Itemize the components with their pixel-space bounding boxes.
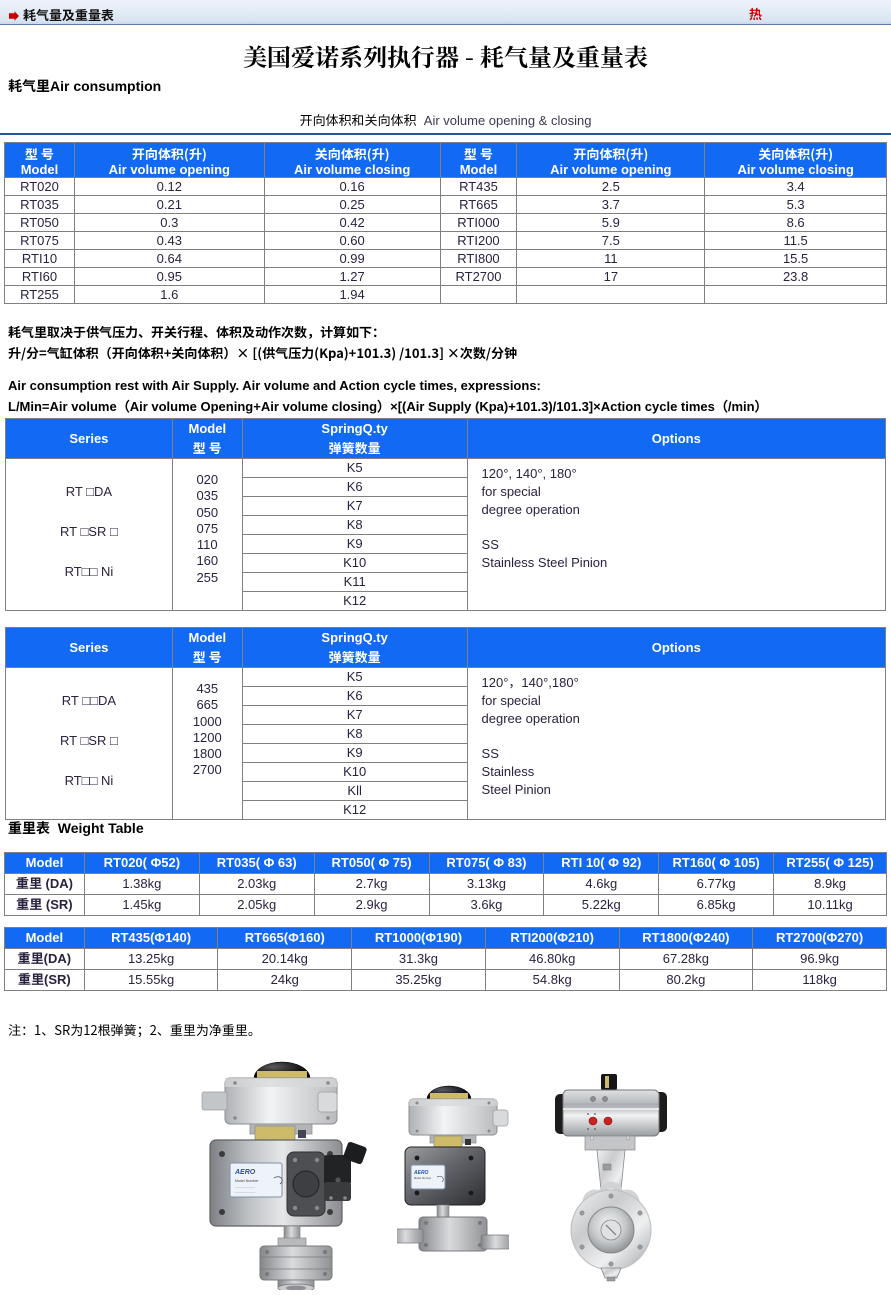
svg-text:AERO: AERO — [234, 1169, 256, 1176]
svg-text:Model Number: Model Number — [235, 1179, 259, 1183]
svg-text:Model Number: Model Number — [414, 1176, 431, 1180]
svg-text:______________: ______________ — [234, 1185, 256, 1188]
svg-text:______________: ______________ — [234, 1190, 256, 1193]
svg-text:AERO: AERO — [413, 1170, 429, 1176]
